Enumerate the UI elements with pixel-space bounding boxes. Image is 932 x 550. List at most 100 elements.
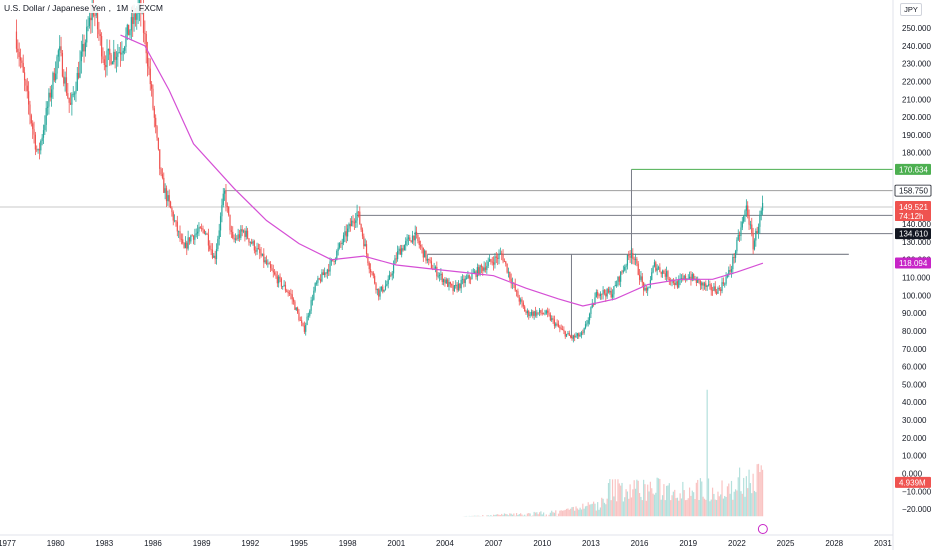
volume-bar (607, 483, 610, 517)
candle-body (156, 126, 158, 138)
candle-body (390, 274, 392, 276)
volume-bar (536, 512, 538, 517)
x-tick-label: 2010 (533, 539, 551, 548)
candle-body (447, 279, 449, 287)
volume-bar (718, 496, 720, 517)
candle-body (122, 50, 124, 54)
candle-body (663, 270, 665, 274)
volume-bar (747, 488, 749, 517)
volume-bar (752, 473, 754, 517)
volume-bar (748, 469, 750, 517)
candle-body (739, 234, 741, 236)
volume-bar (634, 488, 637, 517)
volume-bar (629, 484, 631, 517)
candle-body (286, 290, 288, 292)
candle-body (246, 230, 249, 239)
candle-body (23, 72, 26, 81)
candle-body (103, 59, 105, 65)
candle-body (397, 251, 399, 260)
candle-body (306, 316, 308, 326)
candle-body (537, 312, 539, 314)
candle-body (445, 279, 447, 284)
volume-bar (601, 497, 603, 517)
volume-bar (552, 512, 554, 517)
candle-body (649, 280, 651, 287)
candle-body (63, 76, 65, 84)
candle-body (693, 274, 695, 280)
volume-bar (714, 499, 716, 517)
volume-bar (522, 515, 524, 517)
candle-body (249, 241, 251, 243)
volume-bar (487, 515, 489, 517)
candle-body (468, 275, 470, 279)
candle-body (136, 13, 138, 20)
candle-body (44, 124, 46, 131)
volume-bar (494, 515, 496, 517)
candle-body (230, 230, 232, 232)
volume-bar (557, 513, 560, 517)
y-tick-label: 220.000 (902, 77, 931, 86)
volume-bar (568, 509, 570, 517)
volume-bars (461, 389, 764, 517)
candle-body (105, 64, 107, 68)
candle-body (510, 278, 512, 284)
candle-body (648, 286, 650, 289)
currency-button[interactable]: JPY (900, 3, 922, 16)
candle-body (182, 239, 184, 244)
candle-body (374, 275, 376, 284)
candle-body (718, 287, 720, 290)
candle-body (716, 291, 718, 294)
candle-body (240, 229, 242, 238)
volume-bar (572, 506, 574, 517)
candle-body (167, 195, 169, 202)
volume-bar (678, 500, 680, 517)
candle-body (174, 220, 176, 222)
candle-body (487, 261, 489, 266)
candle-body (65, 77, 68, 94)
candle-body (574, 335, 576, 338)
candles (15, 0, 764, 343)
candle-body (490, 259, 492, 262)
candle-body (502, 253, 504, 262)
candle-body (26, 85, 28, 92)
candle-body (683, 275, 685, 279)
candle-body (548, 312, 550, 315)
candle-body (333, 260, 335, 262)
candle-body (359, 211, 361, 225)
candle-body (145, 34, 147, 54)
candle-body (209, 245, 211, 250)
x-tick-label: 2016 (631, 539, 649, 548)
symbol-title[interactable]: U.S. Dollar / Japanese Yen, 1M, FXCM (4, 3, 166, 13)
candle-body (79, 61, 81, 78)
candle-body (559, 326, 561, 329)
volume-bar (486, 515, 488, 517)
volume-bar (699, 478, 702, 517)
candle-body (749, 224, 752, 226)
target-price-tag: 170.634 (899, 165, 928, 174)
time-axis: 1977 1980 1983 1986 1989 1992 1995 1998 2001 2004… (0, 534, 893, 548)
y-tick-label: 60.000 (902, 363, 927, 372)
candle-body (664, 273, 666, 277)
candle-body (109, 48, 111, 55)
candle-body (183, 243, 185, 248)
candle-body (163, 177, 165, 193)
candle-body (260, 253, 262, 256)
volume-bar (505, 513, 507, 517)
y-tick-label: 90.000 (902, 309, 927, 318)
candle-body (452, 285, 454, 292)
candle-body (268, 263, 270, 265)
candle-body (269, 264, 272, 269)
volume-bar (706, 389, 708, 517)
candle-body (49, 92, 51, 98)
y-tick-label: 230.000 (902, 60, 931, 69)
volume-bar (675, 498, 677, 517)
candle-body (125, 34, 127, 47)
volume-bar (602, 498, 604, 517)
candle-body (661, 270, 664, 275)
candle-body (726, 274, 729, 277)
volume-bar (563, 510, 565, 517)
level-price-tag: 158.750 (899, 187, 928, 196)
candle-body (728, 270, 730, 275)
candle-body (684, 275, 687, 280)
